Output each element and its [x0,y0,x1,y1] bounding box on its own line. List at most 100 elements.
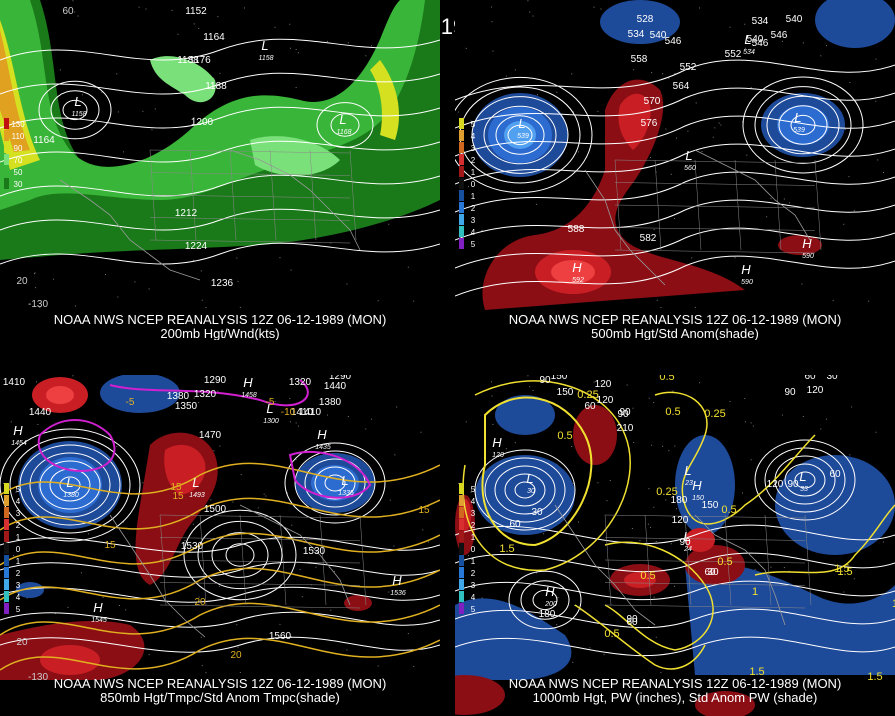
height-label: 120 [767,479,784,490]
background-star [571,446,573,448]
height-label: 1440 [324,381,347,392]
anomaly-legend-label: 5 [471,120,476,129]
low-center-value: 539 [793,127,805,134]
lat-label: 60 [62,6,74,17]
height-label: 120 [597,395,614,406]
panel-1000mb-map: 90 12015090603060901201501802101801501209… [455,375,895,716]
wind-legend-label: 50 [14,168,23,177]
high-center-letter: H [243,375,253,390]
anomaly-legend-swatch [459,543,464,554]
height-label: 1176 [189,55,211,66]
background-star [295,422,297,424]
height-label: 60 [804,375,816,382]
background-star [674,72,676,74]
height-contour-ring [504,473,546,507]
background-star [151,129,153,131]
anomaly-positive-dark [573,405,617,465]
background-star [650,526,652,528]
anomaly-legend-label: 5 [16,605,21,614]
pw-label: 0.5 [721,504,736,516]
high-center-letter: H [692,478,702,493]
state-border [269,149,277,241]
background-star [481,597,483,599]
background-star [783,198,785,200]
anomaly-legend-label: 3 [471,216,476,225]
anomaly-legend-swatch [4,483,9,494]
high-center-value: 592 [572,277,584,284]
background-star [396,406,398,408]
background-star [220,508,222,510]
height-contour-ring [9,436,131,534]
state-border [614,182,816,186]
low-center-letter: L [192,475,199,490]
background-star [232,501,234,503]
pw-label: 1.5 [834,563,849,575]
background-star [600,383,602,385]
height-label: 180 [671,495,688,506]
pw-label: 0.5 [557,430,572,442]
height-label: 150 [551,375,568,382]
temperature-label: -5 [126,397,135,408]
anomaly-legend-swatch [459,166,464,177]
background-star [333,570,335,572]
height-contour [0,611,440,628]
background-star [593,381,595,383]
height-label: 546 [771,30,788,41]
background-star [655,636,657,638]
background-star [193,397,195,399]
state-border [149,149,351,154]
height-label: 1212 [175,208,198,219]
background-star [589,647,591,649]
anomaly-negative-dark [600,0,680,44]
height-contour-ring [474,449,576,531]
background-star [750,48,752,50]
anomaly-negative-dark [475,455,575,535]
height-label: 570 [644,96,661,107]
background-star [201,665,203,667]
background-star [420,431,422,433]
anomaly-legend-label: 5 [471,485,476,494]
wind-legend-label: 130 [11,120,25,129]
height-label: 90 [617,409,629,420]
temperature-contour [0,567,440,601]
height-label: 1152 [185,6,207,17]
background-star [527,0,529,2]
background-star [670,543,672,545]
background-star [15,491,17,493]
background-star [744,397,746,399]
background-star [766,216,768,218]
panel-1000mb-caption: NOAA NWS NCEP REANALYSIS 12Z 06-12-1989 … [455,677,895,705]
anomaly-legend-label: 3 [471,144,476,153]
high-center-value: 590 [802,253,814,260]
height-label: 1188 [205,81,227,92]
background-star [413,665,415,667]
state-border [814,159,822,251]
background-star [274,400,276,402]
background-star [744,47,746,49]
background-star [470,491,472,493]
state-border [614,249,816,254]
background-star [648,488,650,490]
background-star [289,47,291,49]
low-center-letter: L [684,463,691,478]
background-star [465,47,467,49]
anomaly-legend-label: 2 [16,569,21,578]
state-border [774,159,782,251]
background-star [672,390,674,392]
pw-label: 1.5 [837,566,852,578]
background-star [34,272,36,274]
height-contour [455,524,895,545]
temperature-label: -5 [266,397,275,408]
height-label: 1380 [167,391,190,402]
height-label: 90 [787,479,799,490]
background-star [55,612,57,614]
height-label: 1560 [269,631,292,642]
state-border [149,172,351,176]
pw-label: 1 [892,598,895,610]
background-star [639,540,641,542]
height-contour-ring [471,96,569,174]
background-star [877,159,879,161]
wind-legend-swatch [4,130,9,141]
background-star [265,495,267,497]
background-star [651,444,653,446]
